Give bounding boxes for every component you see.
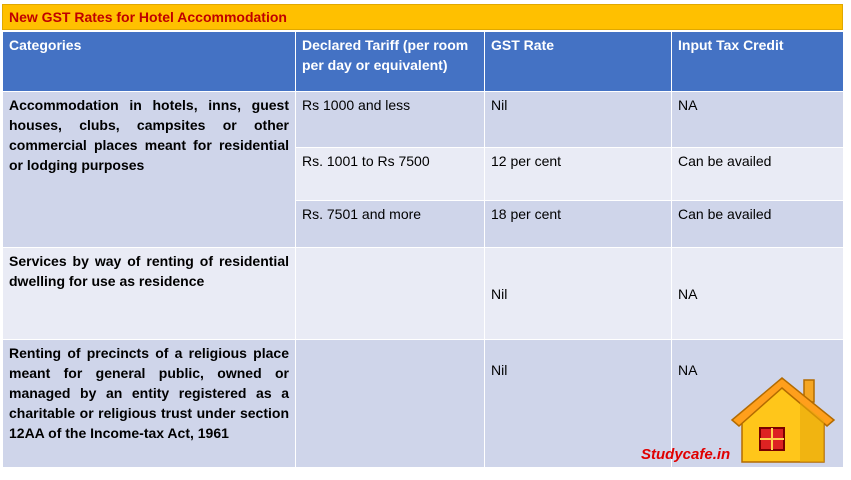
gst-rate-cell: Nil	[484, 339, 672, 468]
table-row: Rs. 1001 to Rs 7500 12 per cent Can be a…	[3, 147, 844, 201]
header-input-tax-credit: Input Tax Credit	[671, 31, 844, 92]
itc-cell: Can be availed	[671, 147, 844, 201]
table-row: Rs. 7501 and more 18 per cent Can be ava…	[3, 200, 844, 248]
itc-cell: Can be availed	[671, 200, 844, 248]
gst-rate-cell: 12 per cent	[484, 147, 672, 201]
category-religious-precincts: Renting of precincts of a religious plac…	[2, 339, 296, 468]
header-categories: Categories	[2, 31, 296, 92]
header-declared-tariff: Declared Tariff (per room per day or equ…	[295, 31, 485, 92]
tariff-cell: Rs. 7501 and more	[295, 200, 485, 248]
watermark-text: Studycafe.in	[641, 446, 731, 463]
category-hotel-accommodation: Accommodation in hotels, inns, guest hou…	[2, 91, 296, 248]
gst-rate-cell: Nil	[484, 247, 672, 340]
house-icon	[730, 377, 836, 463]
category-residential-dwelling: Services by way of renting of residentia…	[2, 247, 296, 340]
table-row: Accommodation in hotels, inns, guest hou…	[2, 91, 844, 248]
tariff-cell	[295, 247, 485, 340]
itc-cell: NA	[671, 247, 844, 340]
tariff-cell: Rs 1000 and less	[295, 91, 485, 148]
table-title: New GST Rates for Hotel Accommodation	[2, 4, 843, 30]
itc-cell: NA	[671, 91, 844, 148]
gst-rate-cell: Nil	[484, 91, 672, 148]
gst-rate-cell: 18 per cent	[484, 200, 672, 248]
header-gst-rate: GST Rate	[484, 31, 672, 92]
table-row: Services by way of renting of residentia…	[2, 247, 844, 340]
gst-rates-table: Categories Declared Tariff (per room per…	[2, 31, 844, 468]
header-row: Categories Declared Tariff (per room per…	[2, 31, 844, 92]
tariff-cell	[295, 339, 485, 468]
tariff-cell: Rs. 1001 to Rs 7500	[295, 147, 485, 201]
